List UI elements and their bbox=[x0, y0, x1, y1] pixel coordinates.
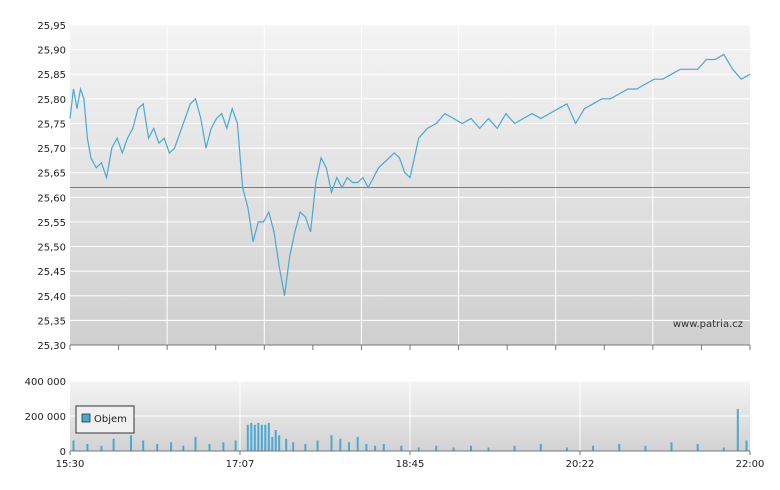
volume-bar bbox=[745, 440, 748, 451]
volume-bar bbox=[417, 447, 420, 451]
legend-label: Objem bbox=[94, 414, 127, 425]
volume-legend: Objem bbox=[75, 405, 135, 434]
volume-bars bbox=[72, 409, 748, 452]
price-y-tick-label: 25,40 bbox=[37, 292, 66, 303]
volume-bar bbox=[257, 423, 260, 451]
volume-bar bbox=[264, 424, 267, 452]
volume-bar bbox=[539, 444, 542, 451]
volume-grid bbox=[70, 380, 750, 451]
volume-bar bbox=[271, 437, 274, 451]
volume-bar bbox=[736, 409, 739, 451]
volume-bar bbox=[156, 444, 159, 451]
volume-bar bbox=[316, 440, 319, 451]
price-series-line bbox=[69, 53, 751, 296]
volume-bar bbox=[470, 445, 472, 452]
volume-bar bbox=[194, 437, 197, 451]
volume-bar bbox=[292, 442, 295, 452]
volume-bar bbox=[348, 442, 350, 452]
volume-bar bbox=[246, 424, 249, 452]
price-y-tick-label: 25,60 bbox=[37, 193, 66, 204]
price-x-ticks bbox=[69, 345, 751, 350]
price-y-tick-label: 25,50 bbox=[37, 243, 66, 254]
volume-bar bbox=[382, 444, 385, 451]
watermark-text: www.patria.cz bbox=[673, 319, 743, 330]
volume-bar bbox=[339, 438, 342, 452]
volume-bar bbox=[400, 445, 403, 452]
volume-bar bbox=[278, 435, 281, 452]
volume-bar bbox=[234, 440, 237, 451]
x-tick-label: 18:45 bbox=[396, 459, 425, 470]
volume-bar bbox=[592, 445, 595, 452]
volume-bar bbox=[72, 440, 75, 451]
volume-bar bbox=[112, 438, 115, 452]
volume-bar bbox=[644, 445, 647, 452]
x-tick-label: 20:22 bbox=[566, 459, 595, 470]
volume-bar bbox=[565, 447, 568, 451]
volume-bar bbox=[285, 438, 288, 452]
volume-bar bbox=[250, 423, 253, 451]
price-y-tick-label: 25,75 bbox=[37, 119, 66, 130]
volume-y-tick-label: 0 bbox=[60, 447, 66, 458]
price-y-tick-label: 25,80 bbox=[37, 95, 66, 106]
volume-bar bbox=[696, 444, 699, 451]
volume-bar bbox=[722, 447, 725, 451]
price-y-tick-label: 25,65 bbox=[37, 169, 66, 180]
volume-bar bbox=[670, 442, 673, 452]
volume-bar bbox=[513, 445, 516, 452]
volume-bar bbox=[374, 445, 377, 452]
volume-y-tick-label: 400 000 bbox=[25, 377, 66, 388]
volume-bar bbox=[267, 423, 270, 451]
x-tick-label: 17:07 bbox=[226, 459, 255, 470]
price-plot-area bbox=[70, 25, 750, 345]
price-y-tick-label: 25,45 bbox=[37, 267, 66, 278]
x-tick-label: 22:00 bbox=[736, 459, 765, 470]
x-tick-label: 15:30 bbox=[56, 459, 85, 470]
volume-bar bbox=[356, 437, 359, 451]
volume-bar bbox=[142, 440, 145, 451]
price-y-tick-label: 25,35 bbox=[37, 316, 66, 327]
volume-bar bbox=[435, 445, 438, 452]
volume-bar bbox=[222, 442, 225, 452]
price-y-tick-label: 25,70 bbox=[37, 144, 66, 155]
volume-bar bbox=[274, 430, 277, 451]
volume-y-tick-label: 200 000 bbox=[25, 412, 66, 423]
volume-bar bbox=[452, 447, 455, 451]
volume-bar bbox=[304, 444, 307, 451]
price-y-axis: 25,95 25,90 25,85 25,80 25,75 25,70 25,65 25,60… bbox=[37, 21, 66, 352]
price-y-tick-label: 25,90 bbox=[37, 46, 66, 57]
volume-x-axis: 15:30 17:07 18:45 20:22 22:00 bbox=[56, 451, 765, 470]
volume-bar bbox=[253, 424, 256, 452]
price-y-tick-label: 25,85 bbox=[37, 70, 66, 81]
volume-bar bbox=[170, 442, 173, 452]
volume-bar bbox=[130, 435, 132, 452]
volume-y-axis: 400 000 200 000 0 bbox=[25, 377, 66, 458]
volume-bar bbox=[86, 444, 89, 451]
legend-swatch bbox=[81, 413, 91, 423]
volume-bar bbox=[208, 444, 211, 451]
volume-bar bbox=[100, 445, 103, 452]
price-y-tick-label: 25,95 bbox=[37, 21, 66, 32]
volume-bar bbox=[487, 447, 490, 451]
volume-bar bbox=[260, 424, 263, 452]
volume-bar bbox=[182, 445, 185, 452]
volume-bar bbox=[330, 435, 333, 452]
price-y-tick-label: 25,30 bbox=[37, 341, 66, 352]
volume-bar bbox=[618, 444, 621, 451]
volume-bar bbox=[365, 444, 368, 451]
price-y-tick-label: 25,55 bbox=[37, 218, 66, 229]
